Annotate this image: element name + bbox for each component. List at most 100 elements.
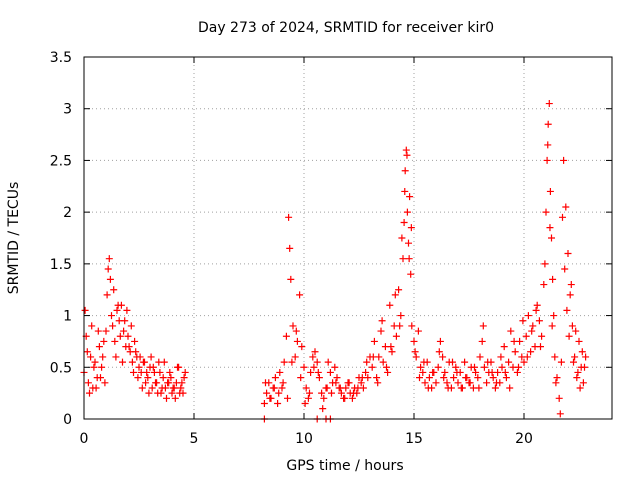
data-point [111, 337, 119, 345]
chart-title: Day 273 of 2024, SRMTID for receiver kir… [198, 20, 494, 36]
data-point [546, 224, 554, 232]
data-point [544, 141, 552, 149]
data-point [280, 358, 288, 366]
data-point [498, 363, 506, 371]
data-point [520, 358, 528, 366]
data-point [420, 358, 428, 366]
data-point [528, 327, 536, 335]
data-point [462, 374, 470, 382]
data-point [570, 358, 577, 366]
data-point [399, 255, 407, 263]
data-point [395, 286, 403, 294]
y-tick-label: 0.5 [50, 360, 72, 376]
data-point [436, 337, 444, 345]
data-point [444, 384, 452, 392]
data-point [282, 332, 290, 340]
data-point [160, 358, 168, 366]
data-point [441, 368, 449, 376]
y-tick-label: 3.5 [50, 50, 72, 66]
data-point [449, 358, 456, 366]
data-point [500, 343, 508, 351]
data-point [286, 244, 294, 252]
data-point [313, 358, 321, 366]
x-tick-label: 10 [295, 431, 313, 447]
data-point [276, 368, 284, 376]
data-point [168, 389, 176, 397]
data-point [559, 213, 566, 221]
data-point [478, 337, 486, 345]
data-point [163, 394, 170, 402]
data-point [377, 327, 385, 335]
data-point [86, 389, 93, 397]
data-point [579, 379, 587, 387]
data-point [369, 353, 377, 361]
data-point [320, 394, 328, 402]
data-point [443, 379, 451, 387]
data-point [306, 389, 313, 397]
data-point [416, 374, 423, 382]
data-point [171, 394, 179, 402]
data-point [571, 353, 579, 361]
data-point [522, 332, 530, 340]
data-point [109, 322, 117, 330]
data-point [331, 363, 339, 371]
data-point [555, 394, 563, 402]
data-point [148, 384, 156, 392]
data-point [491, 384, 499, 392]
data-point [296, 291, 304, 299]
data-point [379, 358, 387, 366]
data-point [396, 322, 404, 330]
data-point [453, 368, 461, 376]
data-point [563, 306, 571, 314]
data-point [130, 368, 137, 376]
data-point [549, 275, 557, 283]
data-point [292, 327, 300, 335]
data-point [121, 317, 129, 325]
data-point [568, 322, 576, 330]
y-tick-label: 3 [63, 102, 72, 118]
data-point [166, 368, 174, 376]
x-tick-label: 15 [405, 431, 423, 447]
data-point [315, 374, 323, 382]
data-point [506, 384, 514, 392]
data-point [363, 358, 371, 366]
data-point [271, 374, 279, 382]
data-point [112, 353, 120, 361]
data-point [158, 384, 166, 392]
data-point [124, 332, 132, 340]
y-axis-label: SRMTID / TECUs [6, 182, 22, 295]
data-point [159, 374, 167, 382]
data-point [398, 234, 406, 242]
data-point [307, 368, 315, 376]
data-point [326, 368, 334, 376]
data-point [479, 322, 487, 330]
data-point [180, 374, 188, 382]
data-point [131, 337, 139, 345]
data-point [450, 374, 458, 382]
data-point [472, 368, 480, 376]
data-point [543, 156, 551, 164]
data-point [424, 384, 432, 392]
data-point [100, 337, 108, 345]
data-point [476, 353, 484, 361]
data-point [106, 275, 114, 283]
data-point [105, 255, 113, 263]
plot-border [83, 56, 613, 420]
data-point [301, 399, 309, 407]
data-point [337, 389, 345, 397]
data-point [471, 363, 478, 371]
data-point [328, 389, 335, 397]
data-point [573, 374, 581, 382]
data-point [287, 275, 295, 283]
data-point [562, 203, 570, 211]
data-point [113, 306, 121, 314]
data-point [566, 291, 574, 299]
data-point [156, 368, 164, 376]
x-axis-label: GPS time / hours [286, 458, 403, 474]
data-point [302, 384, 310, 392]
data-point [84, 379, 92, 387]
data-point [425, 374, 433, 382]
data-point [262, 379, 269, 387]
data-point [417, 363, 425, 371]
data-point [110, 286, 118, 294]
